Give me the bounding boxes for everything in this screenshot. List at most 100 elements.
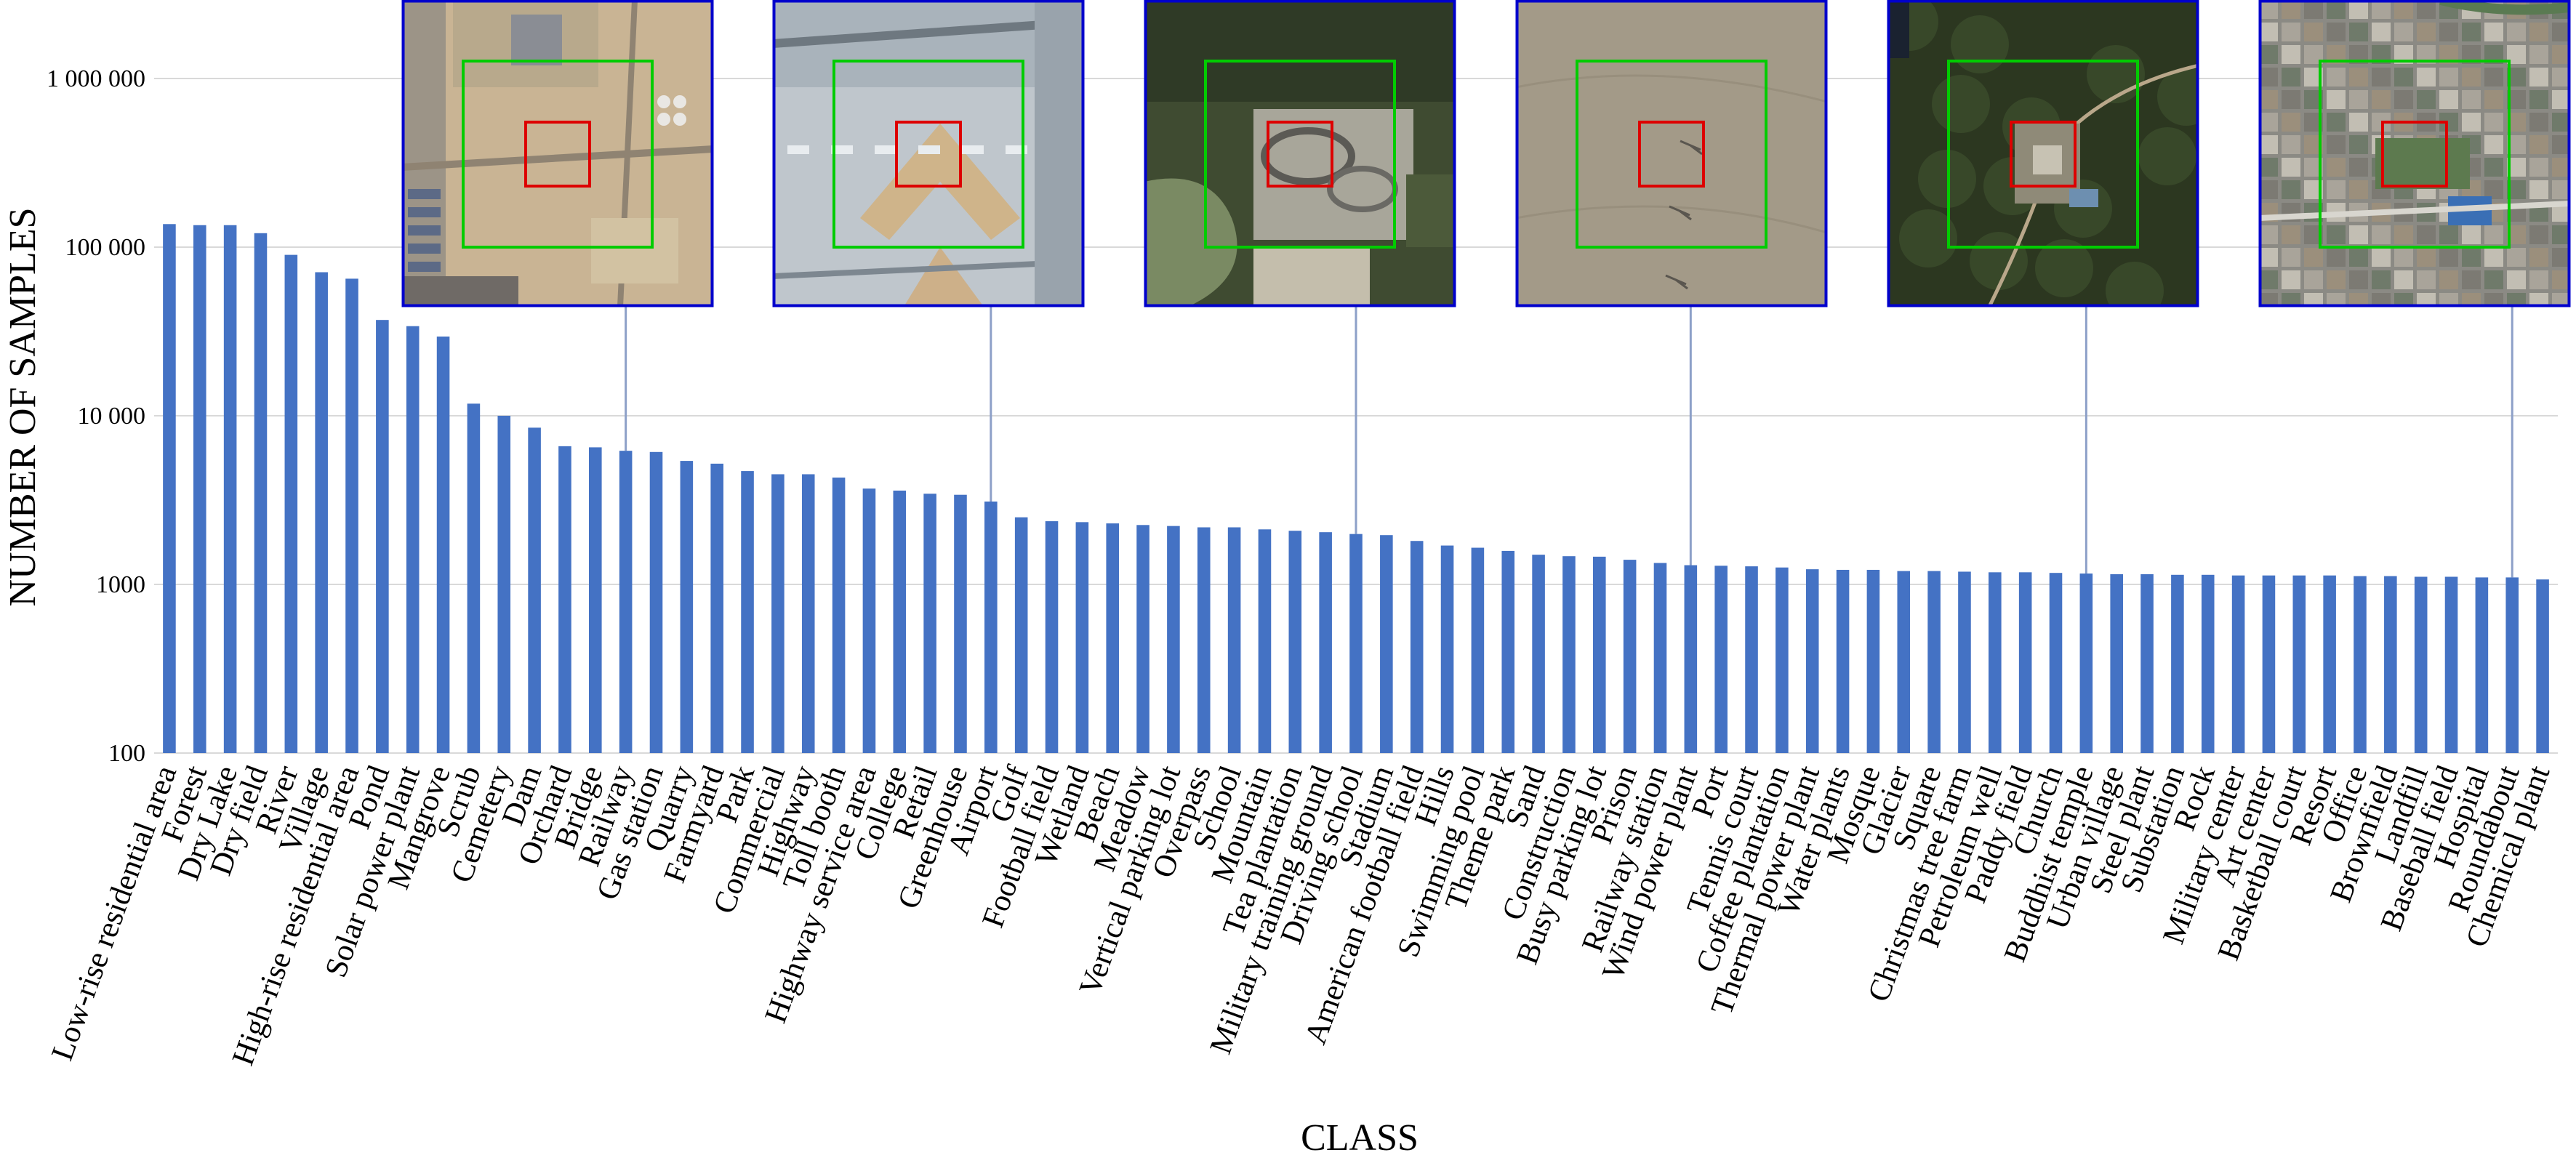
bar bbox=[1136, 525, 1149, 753]
inner-target-box bbox=[1267, 121, 1333, 188]
bar bbox=[1714, 566, 1728, 753]
bar bbox=[832, 478, 846, 753]
bar bbox=[1106, 523, 1120, 753]
aerial-inset-aerial-desert-construction bbox=[401, 0, 714, 307]
y-tick-label: 100 000 bbox=[65, 234, 146, 261]
bar bbox=[1989, 572, 2002, 753]
y-tick-label: 1 000 000 bbox=[47, 65, 145, 92]
inner-target-box bbox=[1638, 121, 1705, 188]
inner-target-box bbox=[895, 121, 962, 188]
bar bbox=[1014, 517, 1028, 753]
bar bbox=[2140, 574, 2154, 753]
bar bbox=[862, 488, 876, 753]
bar bbox=[1653, 563, 1667, 753]
bar bbox=[649, 451, 663, 753]
y-tick-label: 10 000 bbox=[78, 403, 146, 430]
inner-target-box bbox=[524, 121, 591, 188]
bar bbox=[771, 474, 785, 753]
bar bbox=[2110, 574, 2123, 753]
y-tick-label: 1000 bbox=[96, 571, 145, 598]
aerial-inset-aerial-driving-school-track bbox=[1144, 0, 1456, 307]
aerial-inset-aerial-airport-terminal bbox=[772, 0, 1085, 307]
bar bbox=[710, 463, 723, 753]
inset-frame bbox=[1144, 0, 1456, 307]
bar bbox=[2171, 574, 2184, 753]
outer-context-box bbox=[832, 60, 1024, 249]
bar bbox=[1927, 571, 1941, 753]
bar bbox=[2292, 575, 2306, 753]
bar bbox=[2536, 579, 2549, 753]
bar bbox=[1380, 535, 1393, 753]
inset-frame bbox=[2258, 0, 2571, 307]
bar bbox=[680, 461, 694, 753]
bars bbox=[163, 224, 2549, 753]
bar bbox=[528, 427, 541, 753]
inner-target-box bbox=[2010, 121, 2077, 188]
bar bbox=[589, 447, 602, 753]
bar bbox=[193, 225, 206, 753]
y-tick-label: 100 bbox=[108, 740, 145, 767]
outer-context-box bbox=[1204, 60, 1396, 249]
x-category-label: Low-rise residential area bbox=[45, 761, 183, 1065]
y-tick-labels: 100 1000 10 000 100 000 1 000 000 bbox=[47, 65, 145, 767]
bar bbox=[2475, 577, 2489, 753]
bar bbox=[1440, 545, 1454, 753]
bar bbox=[406, 326, 420, 753]
outer-context-box bbox=[2319, 60, 2511, 249]
bar bbox=[1045, 521, 1059, 753]
bar bbox=[1167, 526, 1180, 753]
bar bbox=[2444, 576, 2458, 753]
bar bbox=[1958, 571, 1971, 753]
bar bbox=[1805, 569, 1819, 753]
bar bbox=[1775, 567, 1789, 753]
bar bbox=[1410, 541, 1424, 753]
bar bbox=[2079, 574, 2093, 753]
bar bbox=[163, 224, 176, 753]
bar bbox=[1349, 534, 1363, 753]
bar bbox=[1745, 566, 1758, 753]
bar bbox=[1623, 560, 1637, 753]
outer-context-box bbox=[1576, 60, 1768, 249]
bar bbox=[2049, 573, 2063, 753]
bar bbox=[436, 337, 450, 753]
bar bbox=[2323, 575, 2336, 753]
bar bbox=[2201, 574, 2215, 753]
bar bbox=[1836, 569, 1850, 753]
bar bbox=[1592, 556, 1606, 753]
bar bbox=[1197, 527, 1211, 753]
bar bbox=[893, 490, 907, 753]
bar bbox=[2262, 575, 2276, 753]
bar bbox=[2384, 576, 2397, 753]
x-axis-title: CLASS bbox=[1301, 1117, 1419, 1159]
outer-context-box bbox=[462, 60, 654, 249]
bar bbox=[2231, 575, 2245, 753]
bar bbox=[2414, 576, 2428, 753]
aerial-inset-aerial-dense-town bbox=[2258, 0, 2571, 307]
bar bbox=[1471, 547, 1485, 753]
bar bbox=[923, 494, 936, 753]
bar bbox=[223, 225, 237, 753]
bar bbox=[558, 446, 571, 753]
y-axis-title: NUMBER OF SAMPLES bbox=[2, 207, 44, 606]
bar bbox=[1866, 569, 1880, 753]
bar bbox=[2354, 576, 2367, 753]
inset-frame bbox=[1887, 0, 2199, 307]
inset-frame bbox=[772, 0, 1085, 307]
inset-connector-lines bbox=[625, 307, 2513, 578]
bar bbox=[1501, 550, 1515, 753]
aerial-inset-aerial-forest-temple bbox=[1887, 0, 2199, 307]
bar bbox=[497, 416, 511, 753]
bar bbox=[619, 451, 633, 753]
bar bbox=[1684, 565, 1698, 753]
bar bbox=[2018, 572, 2032, 753]
bar bbox=[1227, 527, 1241, 753]
bar bbox=[1897, 571, 1911, 753]
bar bbox=[2505, 577, 2519, 753]
bar bbox=[801, 474, 815, 753]
inset-frame bbox=[401, 0, 714, 307]
bar bbox=[345, 278, 358, 753]
bar bbox=[376, 320, 389, 753]
bar bbox=[954, 494, 967, 753]
